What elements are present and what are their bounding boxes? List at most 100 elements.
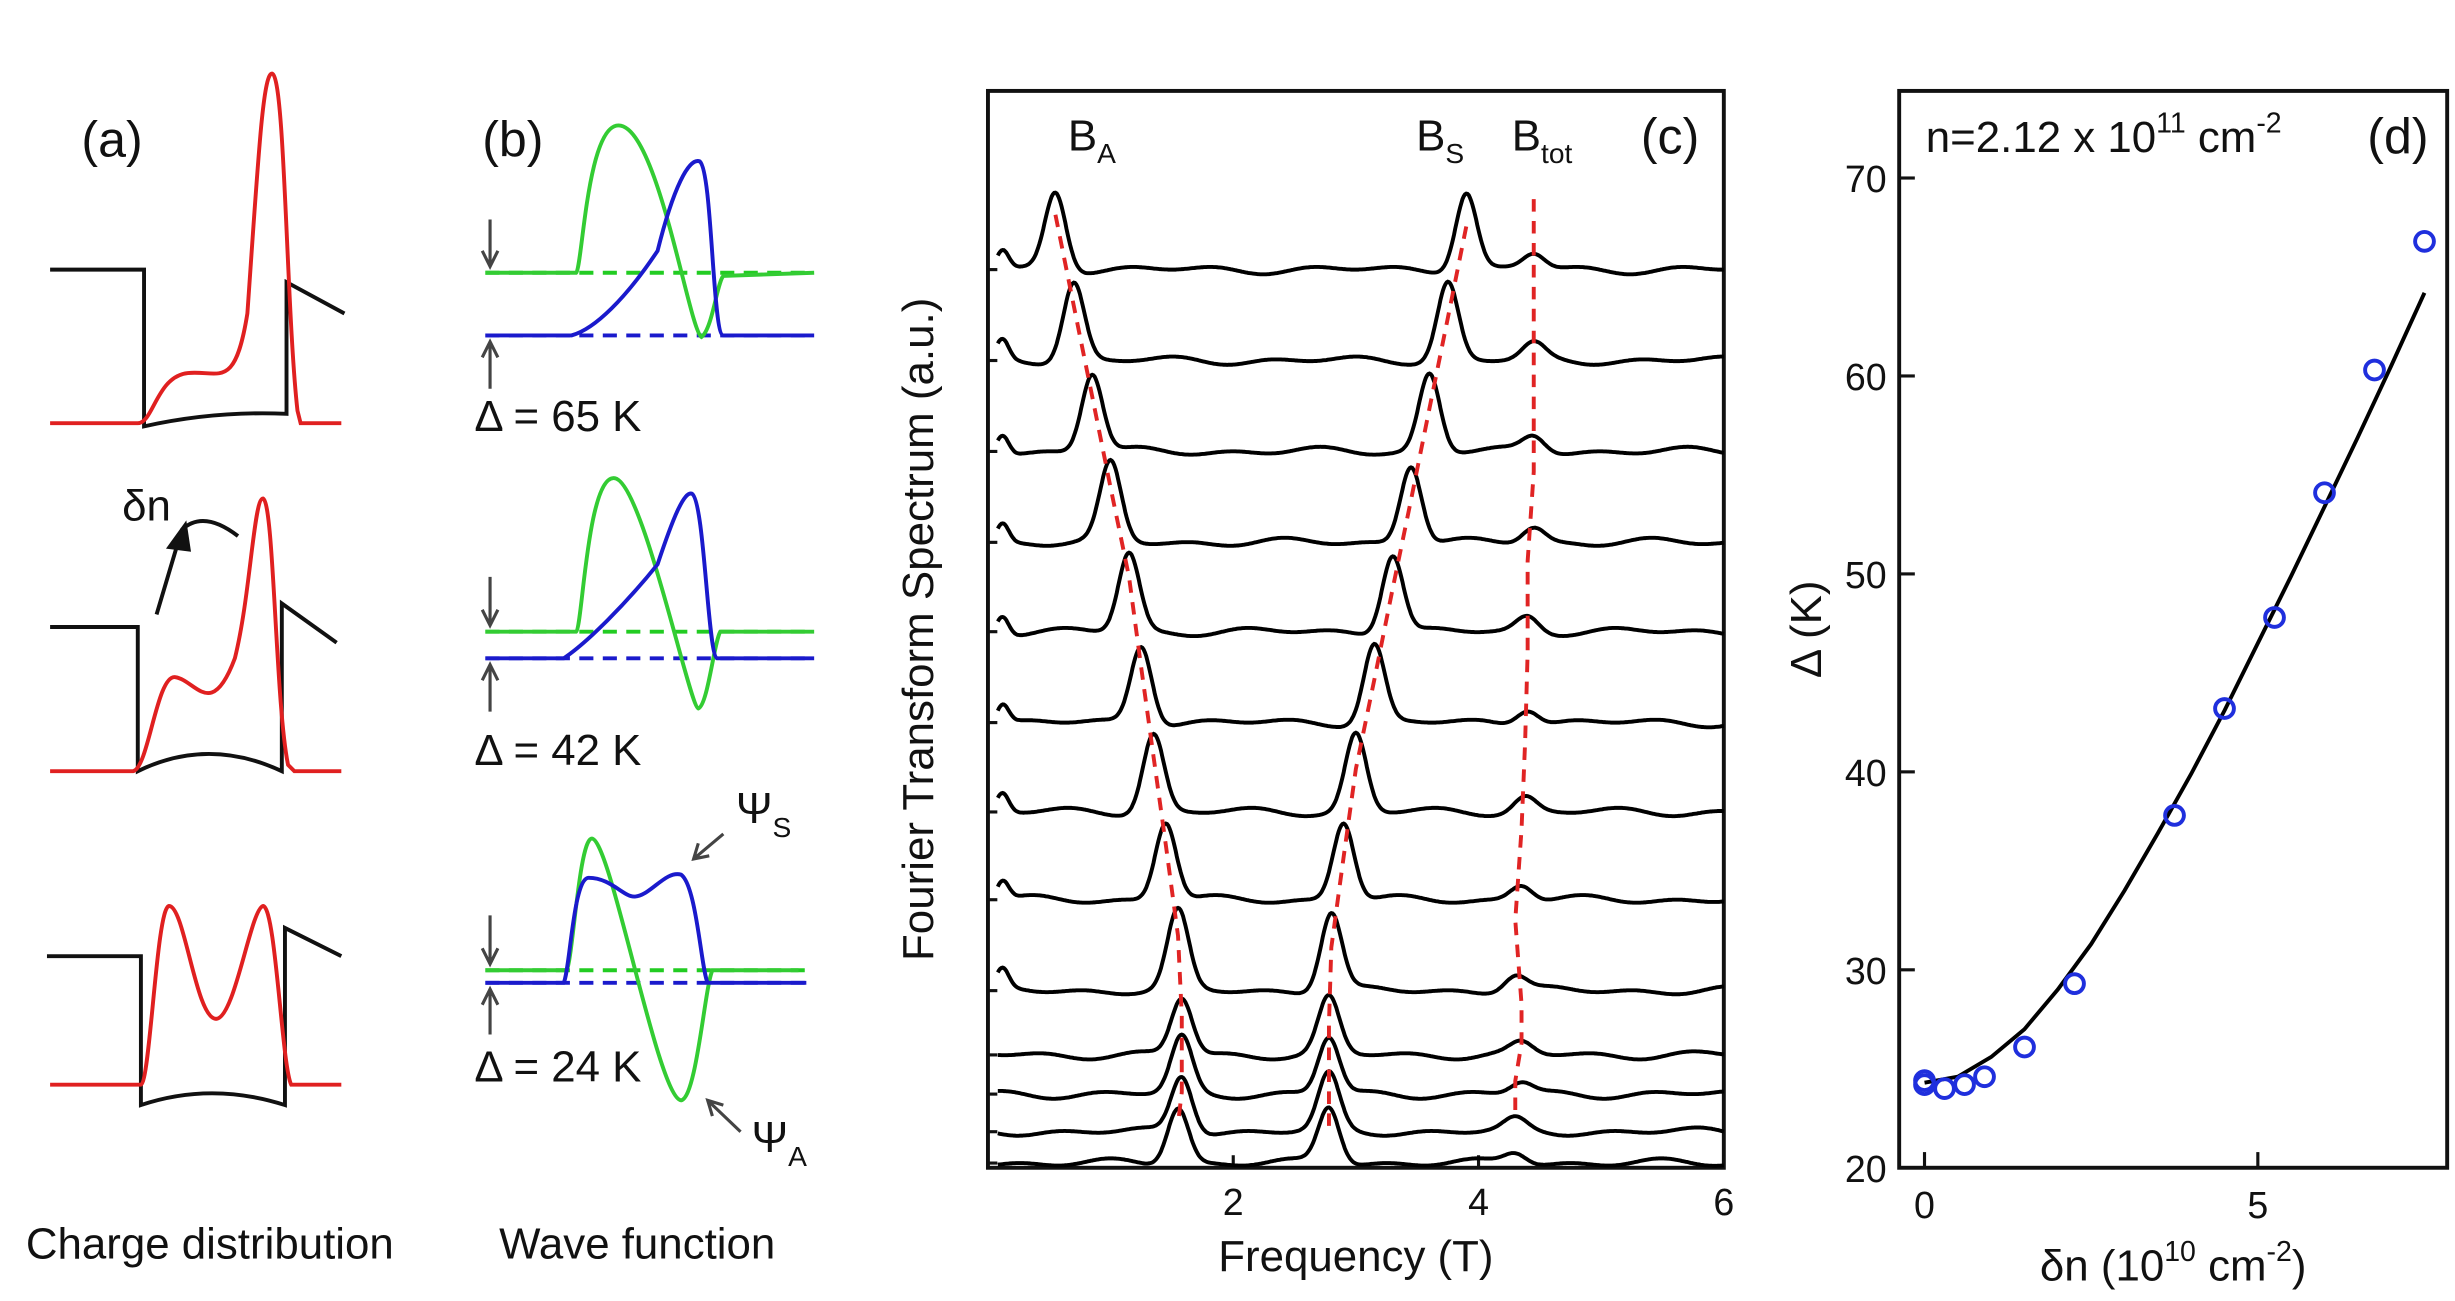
psi-s — [485, 159, 815, 338]
x-axis-label: Frequency (T) — [1218, 1232, 1493, 1281]
caption: Wave function — [499, 1220, 775, 1269]
fit-line — [1924, 291, 2427, 1085]
data-point — [2263, 606, 2286, 629]
panel-a-drawing — [46, 71, 346, 1108]
peak-label: BA — [1068, 111, 1116, 169]
potential — [50, 267, 346, 429]
text-part: cm — [2186, 113, 2257, 162]
psi-s — [485, 872, 807, 985]
data-point — [1973, 1065, 1996, 1089]
x-axis-label: δn (1010 cm-2) — [2040, 1236, 2307, 1291]
spectrum-trace — [996, 905, 1725, 997]
data-point — [1953, 1073, 1976, 1096]
y-tick-label: 60 — [1845, 356, 1887, 398]
peak-name: B — [1416, 111, 1445, 160]
arrow — [480, 219, 500, 389]
psi-s — [485, 491, 815, 661]
title: n=2.12 x 1011 cm-2 — [1926, 107, 2282, 162]
data-point — [2163, 804, 2186, 827]
y-tick-label: 20 — [1845, 1148, 1887, 1190]
y-tick-label: 70 — [1845, 158, 1887, 200]
spectrum-trace — [996, 641, 1725, 730]
text-part: n=2.12 x 10 — [1926, 113, 2156, 162]
panel-label: (b) — [482, 112, 543, 168]
peak-label: Btot — [1512, 111, 1573, 169]
plot-frame — [985, 88, 1726, 1170]
psi-a — [485, 123, 815, 340]
peak-guide — [1326, 226, 1469, 1133]
caption: Charge distribution — [26, 1220, 394, 1269]
peak-sub: A — [1097, 137, 1116, 169]
psi: Ψ — [752, 1113, 789, 1162]
potential — [50, 599, 338, 775]
sup: -2 — [2267, 1236, 2292, 1268]
gap-label: Δ = 42 K — [474, 726, 641, 775]
x-tick-label: 6 — [1713, 1181, 1734, 1223]
spectrum-trace — [997, 1068, 1725, 1138]
arrow — [691, 832, 742, 1133]
data-point — [2013, 1035, 2036, 1059]
peak-name: B — [1512, 111, 1541, 160]
y-axis-label: Fourier Transform Spectrum (a.u.) — [894, 298, 943, 961]
charge — [50, 904, 342, 1087]
potential — [46, 924, 343, 1108]
peak-label: BS — [1416, 111, 1464, 169]
x-tick-label: 2 — [1223, 1181, 1244, 1223]
spectrum-trace — [996, 821, 1725, 905]
spectrum-trace — [996, 279, 1724, 367]
text-part: δn (10 — [2040, 1242, 2164, 1291]
panel-b-drawing — [480, 123, 815, 1133]
peak-guide — [1513, 199, 1536, 1113]
spectrum-trace — [996, 457, 1725, 548]
data-point — [2413, 229, 2436, 253]
spectrum-trace — [997, 992, 1725, 1062]
gap-label: Δ = 65 K — [474, 392, 641, 441]
x-tick-label: 0 — [1914, 1184, 1935, 1226]
psi-sub: A — [788, 1140, 807, 1172]
data-point — [1933, 1077, 1956, 1100]
data-point — [2363, 358, 2386, 382]
arrow-head — [165, 520, 192, 552]
gap-label: Δ = 24 K — [474, 1043, 641, 1092]
psi-a — [485, 476, 815, 711]
spectrum-trace — [996, 550, 1725, 639]
spectrum-trace — [997, 1032, 1725, 1101]
data-point — [2313, 481, 2336, 505]
y-tick-label: 30 — [1845, 950, 1887, 992]
arrow — [480, 915, 500, 1035]
panel-label: (c) — [1641, 109, 1699, 165]
gap-arrows — [480, 219, 742, 1133]
arrow — [154, 519, 240, 616]
charge — [50, 71, 342, 426]
psi-s-label: ΨS — [736, 784, 791, 843]
y-tick-label: 50 — [1845, 554, 1887, 596]
peak-sub: S — [1445, 137, 1464, 169]
peak-guide — [1053, 214, 1184, 1124]
sup: 11 — [2156, 107, 2186, 139]
annotation: δn — [122, 481, 171, 530]
psi-sub: S — [773, 811, 792, 843]
data-point — [2063, 972, 2086, 996]
text-part: cm — [2196, 1242, 2267, 1291]
panel-label: (d) — [2367, 109, 2428, 165]
peak-name: B — [1068, 111, 1097, 160]
data-point — [2213, 697, 2236, 720]
psi-a-label: ΨA — [752, 1113, 808, 1172]
peak-sub: tot — [1541, 137, 1572, 169]
panel-label: (a) — [81, 112, 142, 168]
text-part: ) — [2292, 1242, 2307, 1291]
x-tick-label: 4 — [1468, 1181, 1489, 1223]
x-tick-label: 5 — [2247, 1184, 2268, 1226]
psi: Ψ — [736, 784, 773, 833]
sup: 10 — [2164, 1236, 2196, 1268]
spectrum-trace — [997, 1105, 1725, 1168]
y-tick-label: 40 — [1845, 752, 1887, 794]
spectrum-trace — [996, 190, 1724, 277]
arrow — [480, 576, 500, 712]
charge — [50, 496, 342, 774]
y-axis-label: Δ (K) — [1782, 581, 1831, 679]
sup: -2 — [2256, 107, 2281, 139]
spectrum-trace — [996, 371, 1725, 457]
